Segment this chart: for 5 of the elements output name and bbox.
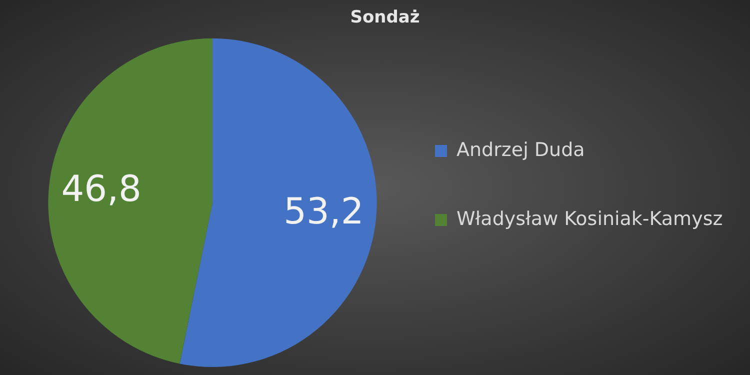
chart-title: Sondaż [350, 8, 420, 28]
data-label: 53,2 [284, 191, 364, 232]
data-label: 46,8 [61, 168, 142, 210]
legend-label: Władysław Kosiniak-Kamysz [456, 208, 723, 230]
legend-label: Andrzej Duda [456, 138, 585, 161]
